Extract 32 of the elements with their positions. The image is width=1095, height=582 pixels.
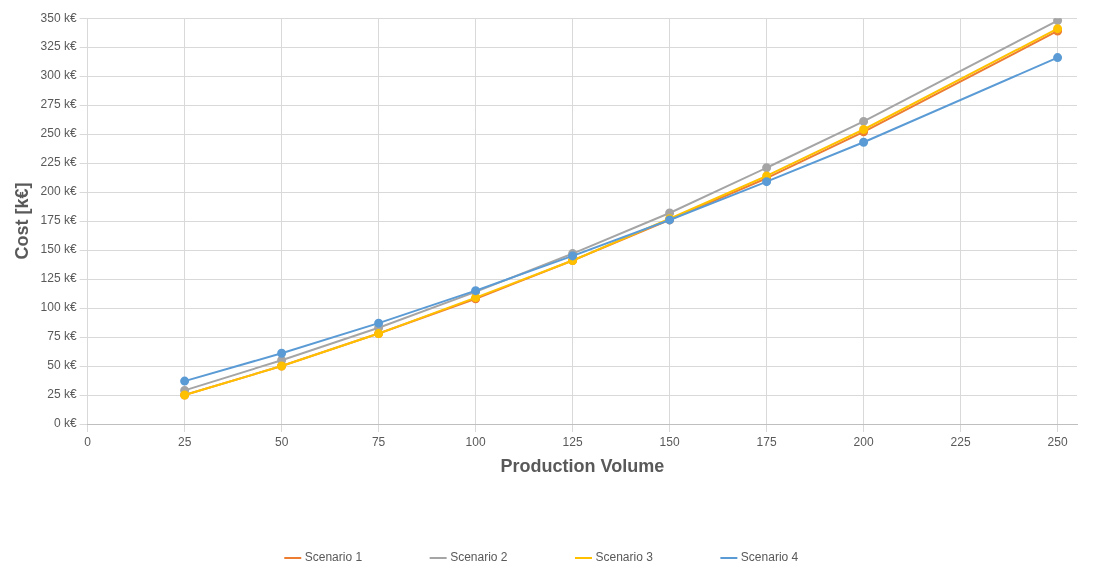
y-tick-label: 300 k€ xyxy=(40,68,77,83)
y-tick-label: 200 k€ xyxy=(40,184,77,199)
legend-label: Scenario 3 xyxy=(595,550,654,565)
x-tick-label: 100 xyxy=(465,434,486,449)
y-tick-label: 75 k€ xyxy=(47,329,77,344)
y-tick-label: 50 k€ xyxy=(47,358,77,373)
x-tick-label: 200 xyxy=(853,434,874,449)
x-tick-label: 225 xyxy=(950,434,971,449)
y-tick-label: 275 k€ xyxy=(40,97,77,112)
x-tick-label: 50 xyxy=(274,434,289,449)
legend-label: Scenario 1 xyxy=(304,550,363,565)
legend-label: Scenario 4 xyxy=(740,550,799,565)
x-tick-label: 125 xyxy=(562,434,583,449)
y-tick-label: 150 k€ xyxy=(40,242,77,257)
y-tick-label: 325 k€ xyxy=(40,39,77,54)
x-tick-label: 150 xyxy=(659,434,680,449)
y-tick-label: 175 k€ xyxy=(40,213,77,228)
y-tick-label: 100 k€ xyxy=(40,300,77,315)
y-tick-label: 0 k€ xyxy=(53,416,77,431)
y-tick-label: 25 k€ xyxy=(47,387,77,402)
x-axis-title: Production Volume xyxy=(500,456,665,477)
y-axis-title: Cost [k€] xyxy=(11,182,32,260)
x-tick-label: 250 xyxy=(1047,434,1068,449)
x-tick-label: 175 xyxy=(756,434,777,449)
y-tick-label: 225 k€ xyxy=(40,155,77,170)
y-tick-label: 125 k€ xyxy=(40,271,77,286)
y-tick-label: 250 k€ xyxy=(40,126,77,141)
y-tick-label: 350 k€ xyxy=(40,10,77,25)
legend-label: Scenario 2 xyxy=(450,550,508,565)
x-tick-label: 0 xyxy=(84,434,92,449)
x-tick-label: 25 xyxy=(177,434,192,449)
x-tick-label: 75 xyxy=(371,434,386,449)
